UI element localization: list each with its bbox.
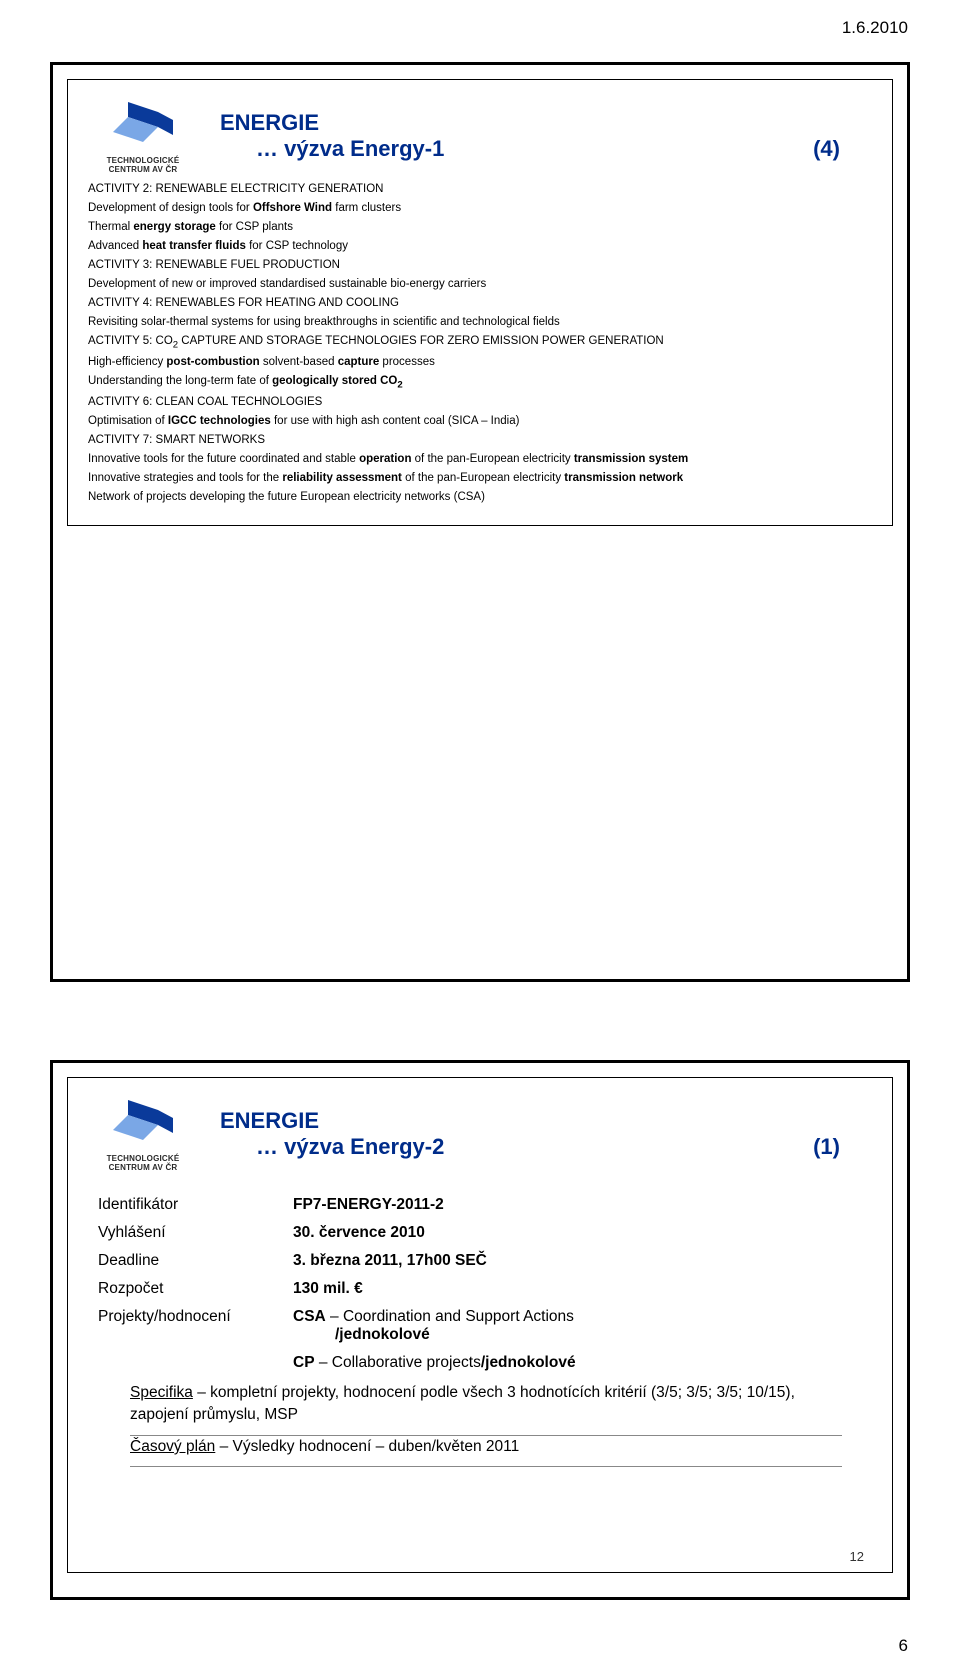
slide2-pagenum: 12 bbox=[850, 1549, 864, 1564]
val-projekty-2: CP – Collaborative projects/jednokolové bbox=[98, 1354, 862, 1372]
content-line: Innovative tools for the future coordina… bbox=[88, 450, 872, 469]
doc-page-num: 6 bbox=[899, 1636, 908, 1656]
logo-text-1b: TECHNOLOGICKÉ bbox=[88, 1154, 198, 1163]
content-line: Revisiting solar-thermal systems for usi… bbox=[88, 313, 872, 332]
logo-block-2: TECHNOLOGICKÉ CENTRUM AV ČR bbox=[88, 1100, 198, 1172]
content-line: ACTIVITY 5: CO2 CAPTURE AND STORAGE TECH… bbox=[88, 332, 872, 353]
content-line: Innovative strategies and tools for the … bbox=[88, 469, 872, 488]
val-projekty-1: CSA – Coordination and Support Actions /… bbox=[293, 1308, 862, 1344]
content-line: ACTIVITY 3: RENEWABLE FUEL PRODUCTION bbox=[88, 256, 872, 275]
specifika-line: Specifika – kompletní projekty, hodnocen… bbox=[130, 1382, 842, 1427]
slide2-title-sub: … výzva Energy-2 bbox=[256, 1134, 444, 1160]
specifika-text: – kompletní projekty, hodnocení podle vš… bbox=[130, 1384, 795, 1423]
specifika-label: Specifika bbox=[130, 1384, 193, 1401]
content-line: Thermal energy storage for CSP plants bbox=[88, 218, 872, 237]
proj-cp-mode: /jednokolové bbox=[481, 1354, 576, 1371]
info-value: 30. července 2010 bbox=[293, 1224, 862, 1242]
proj-csa-mode: /jednokolové bbox=[335, 1326, 430, 1343]
slide1-title-sub: … výzva Energy-1 bbox=[256, 136, 444, 162]
content-line: Optimisation of IGCC technologies for us… bbox=[88, 412, 872, 431]
info-value: 130 mil. € bbox=[293, 1280, 862, 1298]
content-line: ACTIVITY 4: RENEWABLES FOR HEATING AND C… bbox=[88, 294, 872, 313]
content-line: Understanding the long-term fate of geol… bbox=[88, 372, 872, 393]
slide2-title: ENERGIE … výzva Energy-2 (1) bbox=[220, 1096, 880, 1166]
info-label: Rozpočet bbox=[98, 1280, 293, 1298]
row-projekty: Projekty/hodnocení CSA – Coordination an… bbox=[98, 1308, 862, 1344]
content-line: ACTIVITY 7: SMART NETWORKS bbox=[88, 431, 872, 450]
info-value: FP7-ENERGY-2011-2 bbox=[293, 1196, 862, 1214]
proj-cp: CP bbox=[293, 1354, 315, 1371]
content-line: Advanced heat transfer fluids for CSP te… bbox=[88, 237, 872, 256]
slide2-title-tag: (1) bbox=[813, 1134, 840, 1160]
logo-text-2: CENTRUM AV ČR bbox=[88, 165, 198, 174]
info-value: 3. března 2011, 17h00 SEČ bbox=[293, 1252, 862, 1270]
slide2-content: IdentifikátorFP7-ENERGY-2011-2Vyhlášení3… bbox=[98, 1196, 862, 1467]
slide1-content: ACTIVITY 2: RENEWABLE ELECTRICITY GENERA… bbox=[88, 180, 872, 507]
proj-cp-desc: – Collaborative projects bbox=[315, 1354, 481, 1371]
proj-csa-desc: – Coordination and Support Actions bbox=[326, 1308, 574, 1325]
logo-icon bbox=[113, 102, 173, 152]
slide2-title-top: ENERGIE bbox=[220, 1108, 880, 1134]
content-line: ACTIVITY 2: RENEWABLE ELECTRICITY GENERA… bbox=[88, 180, 872, 199]
proj-csa: CSA bbox=[293, 1308, 326, 1325]
slide-1: TECHNOLOGICKÉ CENTRUM AV ČR ENERGIE … vý… bbox=[50, 62, 910, 982]
info-label: Deadline bbox=[98, 1252, 293, 1270]
slide1-title-tag: (4) bbox=[813, 136, 840, 162]
casovy-label: Časový plán bbox=[130, 1438, 215, 1455]
casovy-line: Časový plán – Výsledky hodnocení – duben… bbox=[130, 1436, 842, 1458]
logo-text-2b: CENTRUM AV ČR bbox=[88, 1163, 198, 1172]
content-line: High-efficiency post-combustion solvent-… bbox=[88, 353, 872, 372]
info-row: Rozpočet130 mil. € bbox=[98, 1280, 862, 1298]
slide-2: TECHNOLOGICKÉ CENTRUM AV ČR ENERGIE … vý… bbox=[50, 1060, 910, 1600]
logo-text-1: TECHNOLOGICKÉ bbox=[88, 156, 198, 165]
info-label: Vyhlášení bbox=[98, 1224, 293, 1242]
slide1-title-top: ENERGIE bbox=[220, 110, 880, 136]
info-row: IdentifikátorFP7-ENERGY-2011-2 bbox=[98, 1196, 862, 1214]
info-row: Deadline3. března 2011, 17h00 SEČ bbox=[98, 1252, 862, 1270]
slide1-title: ENERGIE … výzva Energy-1 (4) bbox=[220, 98, 880, 168]
divider-2 bbox=[130, 1466, 842, 1467]
doc-date: 1.6.2010 bbox=[842, 18, 908, 38]
logo-icon bbox=[113, 1100, 173, 1150]
content-line: ACTIVITY 6: CLEAN COAL TECHNOLOGIES bbox=[88, 393, 872, 412]
info-label: Identifikátor bbox=[98, 1196, 293, 1214]
slide-1-inner: TECHNOLOGICKÉ CENTRUM AV ČR ENERGIE … vý… bbox=[67, 79, 893, 526]
slide-2-inner: TECHNOLOGICKÉ CENTRUM AV ČR ENERGIE … vý… bbox=[67, 1077, 893, 1573]
label-projekty: Projekty/hodnocení bbox=[98, 1308, 293, 1344]
logo-block: TECHNOLOGICKÉ CENTRUM AV ČR bbox=[88, 102, 198, 174]
spec-block: Specifika – kompletní projekty, hodnocen… bbox=[130, 1382, 842, 1467]
content-line: Development of design tools for Offshore… bbox=[88, 199, 872, 218]
casovy-text: – Výsledky hodnocení – duben/květen 2011 bbox=[215, 1438, 519, 1455]
content-line: Development of new or improved standardi… bbox=[88, 275, 872, 294]
content-line: Network of projects developing the futur… bbox=[88, 488, 872, 507]
info-row: Vyhlášení30. července 2010 bbox=[98, 1224, 862, 1242]
